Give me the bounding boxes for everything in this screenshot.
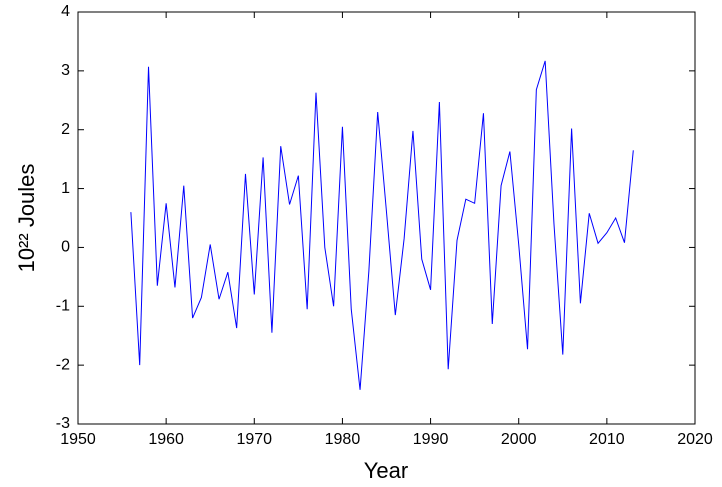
y-tick-label: -2 xyxy=(56,356,70,373)
x-tick-label: 2020 xyxy=(677,431,713,448)
y-tick-label: 1 xyxy=(61,180,70,197)
x-tick-label: 1950 xyxy=(60,431,96,448)
x-axis-label: Year xyxy=(364,458,408,483)
x-tick-label: 2000 xyxy=(501,431,537,448)
x-tick-label: 1980 xyxy=(325,431,361,448)
y-tick-label: 3 xyxy=(61,62,70,79)
y-tick-label: 4 xyxy=(61,3,70,20)
plot-frame xyxy=(77,11,696,425)
y-axis-label: 10²² Joules xyxy=(14,164,39,273)
x-tick-label: 1990 xyxy=(413,431,449,448)
y-tick-label: 0 xyxy=(61,239,70,256)
y-tick-label: 2 xyxy=(61,121,70,138)
x-tick-label: 1970 xyxy=(236,431,272,448)
x-tick-label: 2010 xyxy=(589,431,625,448)
data-line xyxy=(130,60,634,390)
x-tick-label: 1960 xyxy=(148,431,184,448)
y-tick-label: -3 xyxy=(56,415,70,432)
y-tick-label: -1 xyxy=(56,298,70,315)
